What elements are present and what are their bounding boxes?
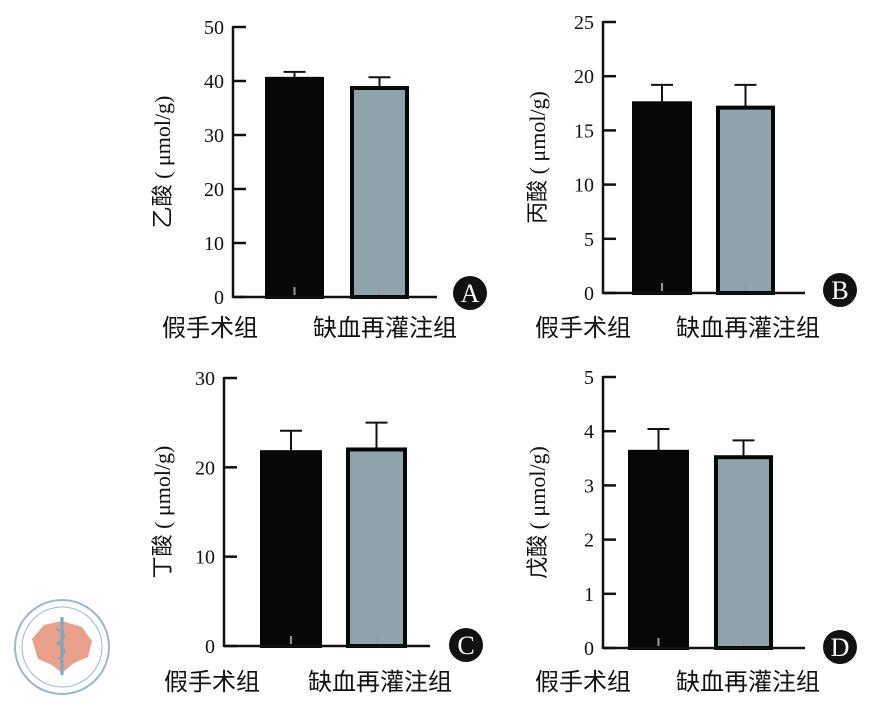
x-tick-label: 缺血再灌注组	[676, 669, 820, 696]
y-tick-label: 25	[574, 12, 594, 34]
y-tick-label: 5	[584, 229, 594, 251]
y-tick-label: 2	[584, 530, 594, 552]
bar	[716, 105, 775, 295]
y-tick-label: 40	[204, 71, 224, 93]
y-tick-label: 1	[584, 584, 594, 606]
y-tick-label: 30	[204, 125, 224, 147]
y-axis-label: 丁酸 ( μmol/g)	[150, 446, 175, 579]
y-tick-label: 4	[584, 421, 594, 443]
bar	[350, 86, 409, 299]
y-axis-label: 戊酸 ( μmol/g)	[525, 446, 550, 579]
x-tick-label: 假手术组	[535, 315, 631, 342]
y-tick-label: 10	[574, 175, 594, 197]
y-tick-label: 10	[204, 233, 224, 255]
panel-d: 假手术组 缺血再灌注组 0 1 2 3 4 5 戊酸 ( μmol/g) D	[525, 367, 857, 696]
x-tick-label: 缺血再灌注组	[313, 315, 457, 342]
bar	[346, 447, 407, 649]
y-axis-label: 乙酸 ( μmol/g)	[150, 96, 175, 229]
panel-label: D	[831, 633, 850, 662]
y-tick-label: 15	[574, 120, 594, 142]
panel-label: B	[831, 276, 848, 305]
bar	[632, 101, 692, 295]
x-tick-label: 假手术组	[164, 669, 260, 696]
y-tick-label: 30	[195, 368, 215, 390]
y-tick-label: 0	[214, 287, 224, 309]
panel-label-badge	[449, 628, 483, 662]
panel-label-badge	[823, 273, 857, 307]
x-tick-label: 假手术组	[162, 315, 258, 342]
bar	[714, 455, 773, 650]
y-tick-label: 20	[574, 66, 594, 88]
panel-label-badge	[823, 630, 857, 664]
y-tick-label: 10	[195, 547, 215, 569]
x-tick-label: 缺血再灌注组	[676, 315, 820, 342]
y-tick-label: 20	[204, 179, 224, 201]
y-axis-label: 丙酸 ( μmol/g)	[525, 91, 550, 224]
y-tick-label: 20	[195, 457, 215, 479]
y-tick-label: 50	[204, 17, 224, 39]
y-tick-label: 5	[584, 367, 594, 389]
y-tick-label: 0	[584, 638, 594, 660]
cma-logo	[14, 599, 110, 695]
bar	[260, 450, 322, 648]
x-tick-label: 缺血再灌注组	[308, 669, 452, 696]
panel-label-badge	[453, 276, 487, 310]
bar	[628, 449, 689, 650]
y-tick-label: 3	[584, 475, 594, 497]
x-tick-label: 假手术组	[535, 669, 631, 696]
bar	[265, 76, 324, 299]
panel-c: 假手术组 缺血再灌注组 0 10 20 30 丁酸 ( μmol/g) C	[150, 368, 483, 696]
panel-b: 假手术组 缺血再灌注组 0 5 10 15 20 25 丙酸 ( μmol/g) B	[525, 12, 857, 342]
y-tick-label: 0	[205, 636, 215, 658]
panel-label: C	[457, 631, 474, 660]
panel-label: A	[461, 279, 480, 308]
y-tick-label: 0	[584, 283, 594, 305]
panel-a: 假手术组 缺血再灌注组 0 10 20 30 40 50 乙酸 ( μmol/g) A	[150, 17, 487, 342]
